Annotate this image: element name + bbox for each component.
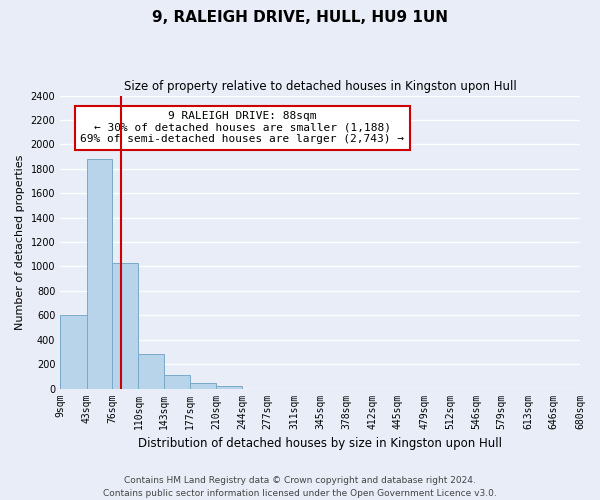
- Bar: [86, 159, 112, 388]
- Bar: [216, 386, 242, 388]
- Text: 9, RALEIGH DRIVE, HULL, HU9 1UN: 9, RALEIGH DRIVE, HULL, HU9 1UN: [152, 10, 448, 25]
- Bar: [112, 263, 139, 388]
- Title: Size of property relative to detached houses in Kingston upon Hull: Size of property relative to detached ho…: [124, 80, 517, 93]
- Bar: [190, 383, 216, 388]
- Text: 9 RALEIGH DRIVE: 88sqm
← 30% of detached houses are smaller (1,188)
69% of semi-: 9 RALEIGH DRIVE: 88sqm ← 30% of detached…: [80, 111, 404, 144]
- Bar: [164, 375, 190, 388]
- Text: Contains HM Land Registry data © Crown copyright and database right 2024.
Contai: Contains HM Land Registry data © Crown c…: [103, 476, 497, 498]
- Bar: [139, 354, 164, 388]
- X-axis label: Distribution of detached houses by size in Kingston upon Hull: Distribution of detached houses by size …: [138, 437, 502, 450]
- Bar: [60, 316, 86, 388]
- Y-axis label: Number of detached properties: Number of detached properties: [15, 154, 25, 330]
